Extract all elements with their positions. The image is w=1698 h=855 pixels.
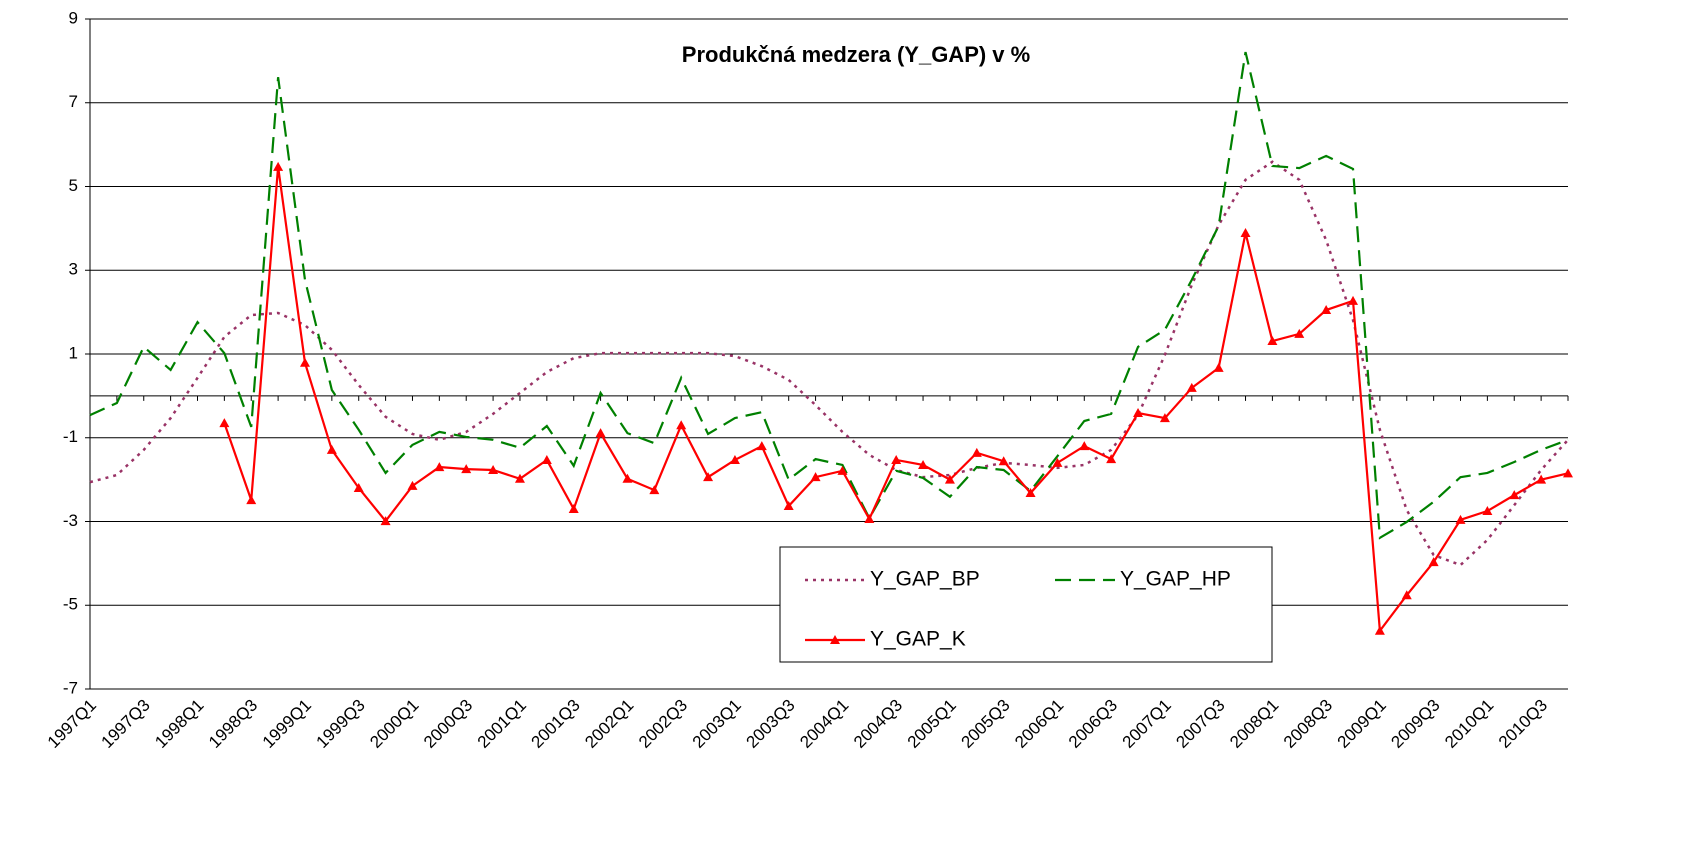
x-tick-label: 2005Q1: [904, 696, 960, 752]
marker: [1509, 490, 1520, 500]
marker: [380, 516, 391, 526]
marker: [756, 441, 767, 451]
legend-label: Y_GAP_K: [870, 628, 966, 651]
marker: [541, 454, 552, 464]
y-tick-label: 5: [69, 176, 78, 195]
marker: [273, 161, 284, 171]
marker: [1079, 441, 1090, 451]
marker: [219, 418, 230, 428]
marker: [810, 472, 821, 482]
x-tick-label: 2005Q3: [957, 696, 1013, 752]
x-tick-label: 1998Q3: [205, 696, 261, 752]
marker: [649, 485, 660, 495]
x-tick-label: 2002Q1: [581, 696, 637, 752]
x-tick-label: 2000Q3: [420, 696, 476, 752]
x-tick-label: 2007Q3: [1172, 696, 1228, 752]
marker: [1563, 468, 1573, 478]
marker: [1133, 408, 1144, 418]
x-tick-label: 2003Q1: [689, 696, 745, 752]
marker: [1240, 227, 1251, 237]
y-tick-label: 9: [69, 8, 78, 27]
marker: [514, 473, 525, 483]
marker: [864, 513, 875, 523]
x-tick-label: 1997Q3: [98, 696, 154, 752]
y-tick-label: -3: [63, 511, 78, 530]
x-tick-label: 2001Q3: [527, 696, 583, 752]
legend-box: [779, 546, 1273, 663]
y-tick-label: -5: [63, 595, 78, 614]
marker: [434, 462, 445, 472]
marker: [1428, 557, 1439, 567]
marker: [676, 420, 687, 430]
marker: [1267, 336, 1278, 346]
x-tick-label: 2010Q3: [1495, 696, 1551, 752]
x-tick-label: 2002Q3: [635, 696, 691, 752]
y-tick-label: -7: [63, 678, 78, 697]
marker: [326, 444, 337, 454]
x-tick-label: 2009Q3: [1387, 696, 1443, 752]
x-tick-label: 2006Q1: [1011, 696, 1067, 752]
x-tick-label: 2004Q3: [850, 696, 906, 752]
x-tick-label: 1997Q1: [44, 696, 100, 752]
marker: [703, 472, 714, 482]
marker: [1455, 514, 1466, 524]
chart-title: Produkčná medzera (Y_GAP) v %: [682, 42, 1030, 67]
y-tick-label: 1: [69, 343, 78, 362]
marker: [353, 483, 364, 492]
marker: [568, 503, 579, 513]
marker: [1106, 454, 1117, 464]
x-tick-label: 2007Q1: [1119, 696, 1175, 752]
marker: [1536, 474, 1547, 484]
x-tick-label: 2000Q1: [366, 696, 422, 752]
marker: [1186, 382, 1197, 392]
marker: [461, 464, 472, 474]
y-tick-label: -1: [63, 427, 78, 446]
legend-marker: [830, 635, 840, 644]
marker: [783, 501, 794, 511]
marker: [1052, 457, 1063, 467]
x-tick-label: 2006Q3: [1065, 696, 1121, 752]
legend-label: Y_GAP_HP: [1120, 568, 1231, 591]
x-tick-label: 2008Q3: [1280, 696, 1336, 752]
marker: [1482, 506, 1493, 516]
marker: [944, 474, 955, 484]
legend: Y_GAP_BP Y_GAP_HP Y_GAP_K: [779, 546, 1273, 663]
y-tick-label: 3: [69, 260, 78, 279]
marker: [1401, 590, 1412, 600]
x-tick-label: 1998Q1: [151, 696, 207, 752]
marker: [595, 428, 606, 438]
marker: [891, 454, 902, 464]
marker: [837, 465, 848, 475]
marker: [1025, 488, 1036, 498]
y-tick-label: 7: [69, 92, 78, 111]
x-tick-label: 1999Q1: [259, 696, 315, 752]
x-tick-label: 2003Q3: [742, 696, 798, 752]
marker: [299, 357, 310, 367]
marker: [729, 454, 740, 464]
x-tick-label: 2009Q1: [1334, 696, 1390, 752]
x-tick-label: 2004Q1: [796, 696, 852, 752]
marker: [1348, 295, 1359, 305]
marker: [998, 456, 1009, 466]
x-tick-label: 2001Q1: [474, 696, 530, 752]
marker: [971, 447, 982, 457]
marker: [1294, 328, 1305, 338]
legend-label: Y_GAP_BP: [870, 568, 980, 591]
marker: [1374, 625, 1385, 635]
marker: [1321, 305, 1332, 315]
marker: [622, 473, 633, 483]
series-line: [89, 160, 1569, 567]
marker: [1159, 413, 1170, 423]
x-tick-label: 1999Q3: [313, 696, 369, 752]
marker: [407, 480, 418, 490]
marker: [246, 495, 257, 505]
marker: [1213, 362, 1224, 372]
marker: [488, 464, 499, 474]
x-tick-label: 2008Q1: [1226, 696, 1282, 752]
series-line: [89, 51, 1569, 540]
x-tick-label: 2010Q1: [1441, 696, 1497, 752]
marker: [918, 459, 929, 469]
